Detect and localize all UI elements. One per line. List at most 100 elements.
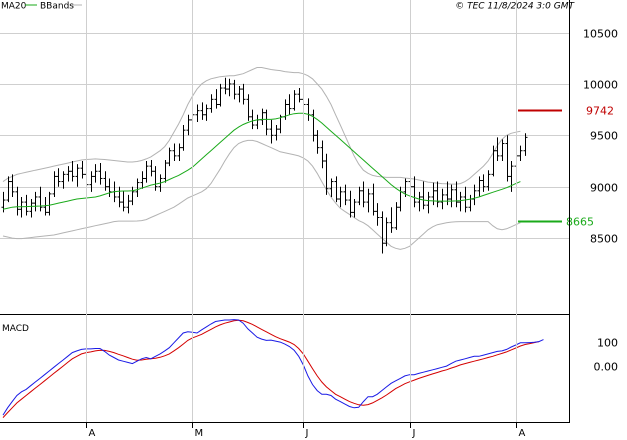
x-tick-label: J [412, 428, 416, 439]
price-bar [287, 94, 292, 115]
price-bar [52, 171, 57, 197]
price-bar [121, 190, 126, 212]
price-tick-label: 9000 [590, 182, 618, 195]
price-tick-label: 10000 [583, 79, 618, 92]
price-bar [232, 79, 237, 100]
price-bar [324, 153, 329, 195]
price-bar [458, 191, 463, 212]
legend-bbands: BBands [40, 2, 74, 12]
price-bar [380, 211, 385, 254]
price-bar [389, 207, 394, 233]
price-bar [384, 217, 389, 247]
price-bar [417, 191, 422, 212]
price-bar [241, 83, 246, 105]
price-bar [43, 196, 48, 216]
price-panel: 8500 9000 9500 10000 10500 9742 8665 [0, 28, 618, 254]
price-bar [181, 125, 186, 151]
price-bar [140, 171, 145, 189]
price-bar [338, 186, 343, 208]
price-bar [375, 203, 380, 226]
price-bar [449, 184, 454, 208]
x-tick-label: J [305, 428, 309, 439]
legend-ma20: MA20 [1, 2, 27, 12]
price-bar [491, 145, 496, 177]
price-bar [435, 181, 440, 208]
macd-line [2, 319, 544, 416]
price-bar [38, 186, 43, 212]
price-bar [163, 159, 168, 183]
price-bar [135, 178, 140, 197]
price-bar [269, 119, 274, 144]
price-bar [70, 161, 75, 182]
price-bar [274, 125, 279, 141]
price-bar [75, 164, 80, 187]
price-bar [412, 176, 417, 208]
price-bar [56, 168, 61, 187]
price-bar [481, 174, 486, 192]
price-bar [357, 186, 362, 206]
price-bar [311, 109, 316, 142]
price-bar [250, 109, 255, 130]
price-bar [361, 181, 366, 208]
price-bar [509, 161, 514, 192]
price-bar [426, 191, 431, 214]
price-bar [103, 171, 108, 191]
price-bar [19, 196, 24, 218]
price-bar [200, 102, 205, 120]
price-bar [246, 94, 251, 121]
price-bar [107, 178, 112, 197]
price-bar [334, 176, 339, 203]
signal-line [2, 319, 540, 418]
support-label: 8665 [566, 216, 594, 229]
price-bar [47, 191, 52, 216]
copyright-notice: © TEC 11/8/2024 3:0 GMT [455, 2, 575, 12]
price-bar [477, 176, 482, 197]
price-bar [153, 166, 158, 191]
price-bar [394, 202, 399, 230]
price-bar [343, 184, 348, 206]
price-bar [264, 109, 269, 136]
price-bar [93, 164, 98, 183]
price-bar [500, 139, 505, 161]
price-bar [15, 186, 20, 216]
price-tick-label: 9500 [590, 130, 618, 143]
price-bar [66, 166, 71, 182]
x-tick-label: A [89, 428, 96, 439]
price-bar [195, 104, 200, 122]
price-bar [366, 188, 371, 213]
price-bar [440, 188, 445, 210]
price-bar [486, 170, 491, 191]
price-bar [223, 77, 228, 95]
price-bar [29, 199, 34, 218]
x-tick-label: A [519, 428, 526, 439]
price-bar [144, 161, 149, 183]
price-bar [237, 85, 242, 103]
macd-tick-label: 0.00 [594, 361, 619, 374]
price-bar [89, 171, 94, 192]
price-bar [227, 78, 232, 97]
bbands-lower-line [2, 139, 521, 250]
price-bar [209, 94, 214, 113]
price-bar [172, 143, 177, 161]
macd-title: MACD [2, 324, 29, 334]
price-bar [61, 171, 66, 189]
x-tick-label: M [195, 428, 204, 439]
price-bar [33, 191, 38, 212]
price-bar [117, 186, 122, 208]
price-bar [348, 190, 353, 218]
resistance-label: 9742 [586, 105, 614, 118]
price-bar [218, 83, 223, 107]
price-bar [214, 89, 219, 109]
price-bar [518, 145, 523, 161]
price-bar [421, 181, 426, 210]
legend: MA20 BBands [1, 2, 82, 12]
price-bar [320, 140, 325, 169]
price-bar [352, 199, 357, 218]
price-bar [10, 174, 15, 197]
price-bar [204, 104, 209, 121]
price-tick-label: 10500 [583, 28, 618, 41]
price-bar [371, 183, 376, 216]
